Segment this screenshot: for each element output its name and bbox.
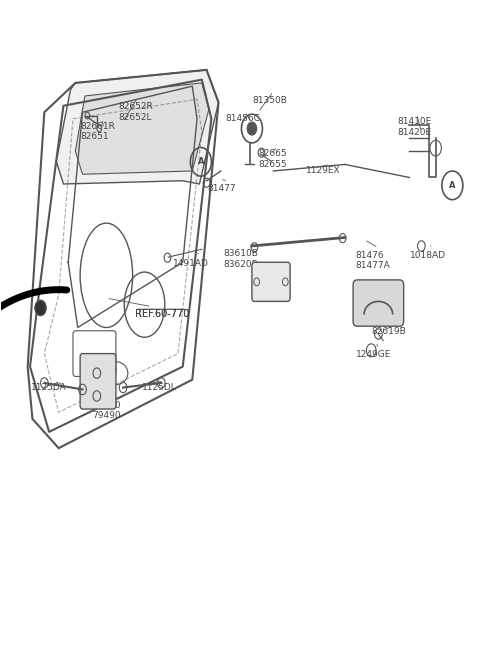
Text: 1018AD: 1018AD (410, 251, 446, 259)
Text: A: A (449, 181, 456, 190)
FancyBboxPatch shape (80, 354, 116, 409)
Text: REF.60-770: REF.60-770 (135, 309, 190, 319)
Text: 81477: 81477 (207, 184, 236, 193)
Text: 79480
79490: 79480 79490 (92, 401, 120, 420)
Text: 82619B: 82619B (371, 328, 406, 337)
Text: 82665
82655: 82665 82655 (258, 149, 287, 169)
Text: 1129EX: 1129EX (306, 166, 340, 176)
Text: 82661R
82651: 82661R 82651 (80, 122, 115, 141)
Text: 81410E
81420E: 81410E 81420E (397, 117, 432, 137)
Text: 1125DA: 1125DA (31, 383, 67, 392)
Text: 1491AD: 1491AD (173, 259, 209, 268)
Text: 81350B: 81350B (252, 96, 287, 105)
Polygon shape (56, 70, 218, 184)
Text: 1125DL: 1125DL (142, 383, 177, 392)
Text: 82652R
82652L: 82652R 82652L (118, 102, 153, 122)
Text: 81476
81477A: 81476 81477A (356, 251, 390, 270)
Text: A: A (198, 157, 204, 166)
Circle shape (247, 122, 257, 135)
Circle shape (35, 300, 46, 316)
Polygon shape (75, 83, 209, 174)
Text: 1492YE
1492YF: 1492YE 1492YF (252, 263, 286, 283)
Text: 1249GE: 1249GE (356, 350, 391, 360)
Text: 83610B
83620B: 83610B 83620B (223, 250, 258, 269)
FancyBboxPatch shape (353, 280, 404, 326)
FancyBboxPatch shape (252, 262, 290, 301)
Text: 82611
82621: 82611 82621 (356, 296, 384, 316)
Text: 81456C: 81456C (226, 114, 261, 123)
Text: REF.60-770: REF.60-770 (135, 309, 190, 319)
